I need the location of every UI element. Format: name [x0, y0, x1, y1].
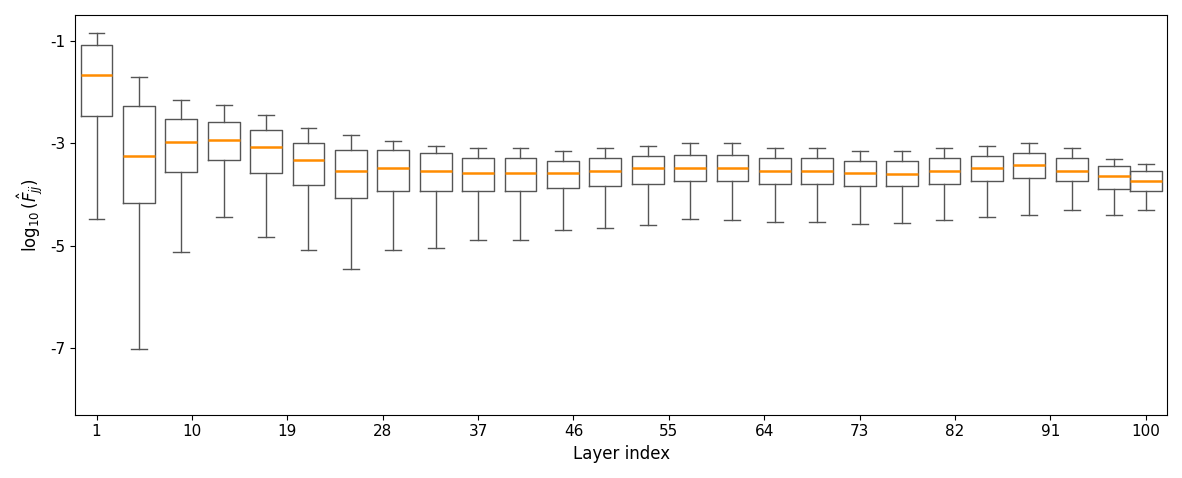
- X-axis label: Layer index: Layer index: [572, 445, 670, 463]
- Y-axis label: $\log_{10}(\hat{F}_{jj})$: $\log_{10}(\hat{F}_{jj})$: [15, 178, 45, 252]
